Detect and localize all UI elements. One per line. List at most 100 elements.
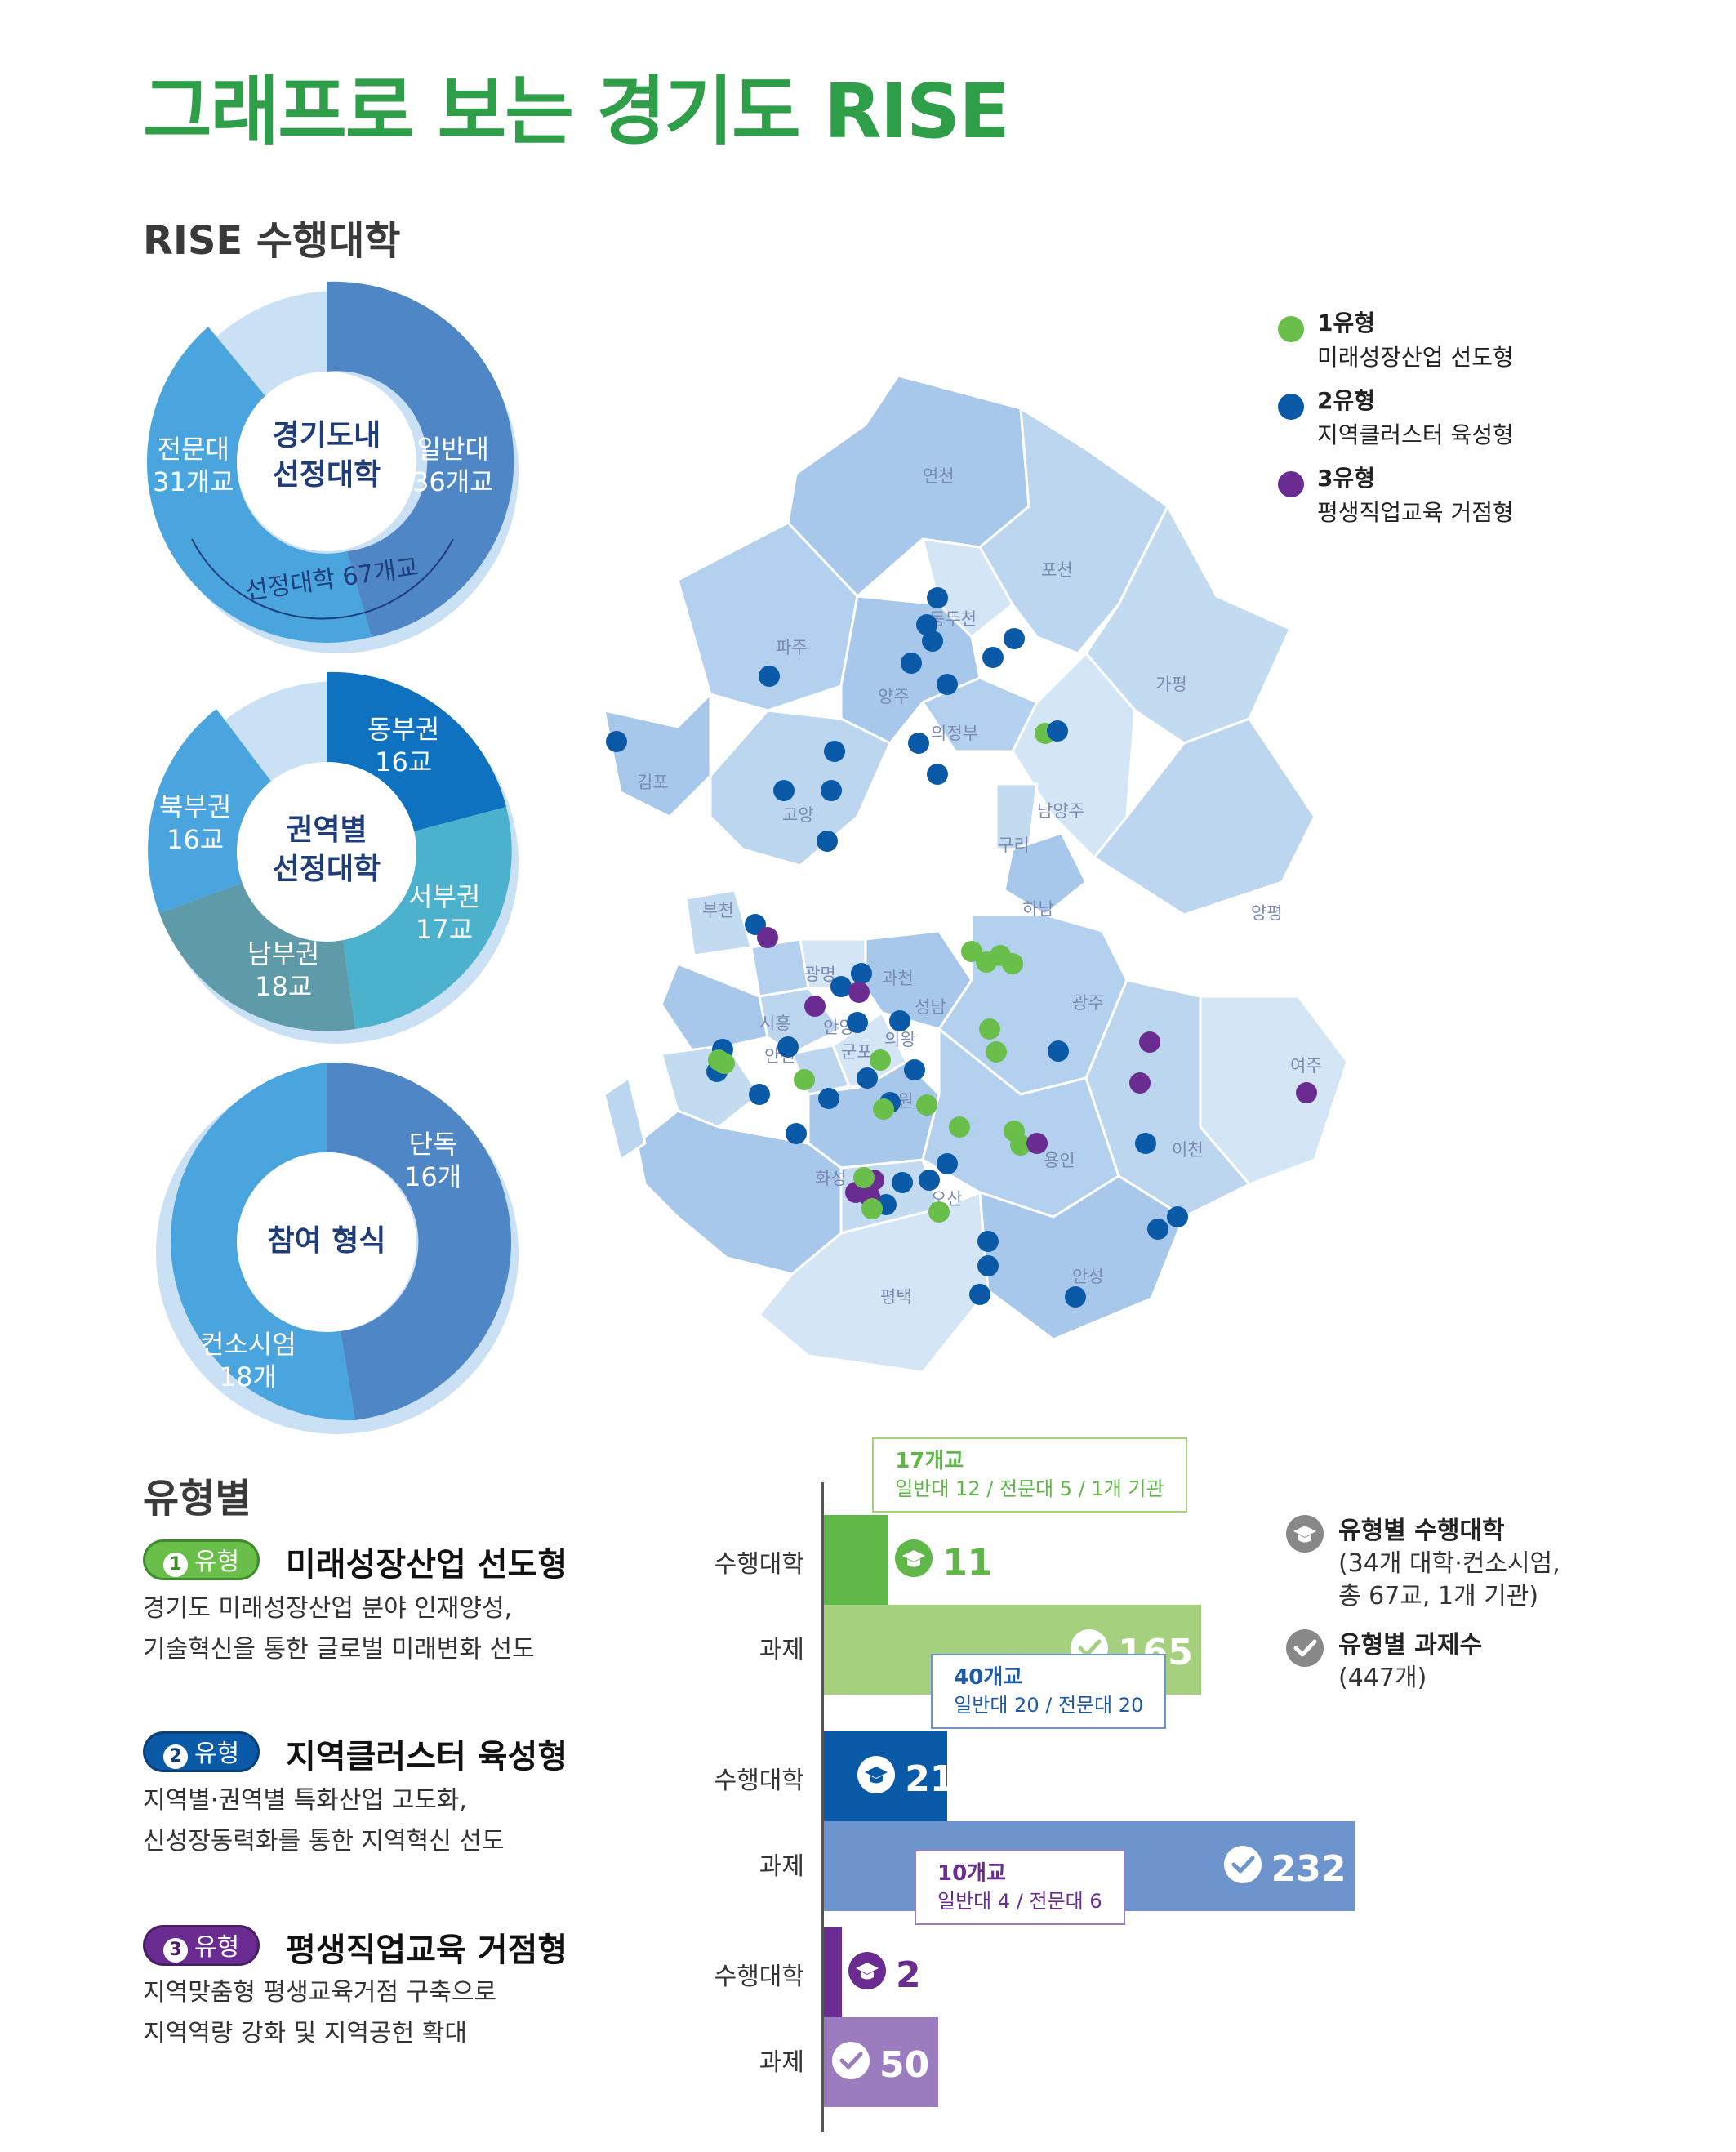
bar-univ-1 bbox=[824, 1515, 889, 1605]
region-island bbox=[603, 1076, 647, 1161]
donut3-label-consortium-count: 18개 bbox=[219, 1361, 277, 1392]
donut3-label-single-count: 16개 bbox=[404, 1161, 462, 1192]
bar-chart-axis bbox=[821, 1482, 824, 2132]
donut-selected-universities: 경기도내 선정대학 일반대 36개교 전문대 31개교 선정대학 67개교 bbox=[143, 278, 519, 653]
university-dot-type1 bbox=[986, 1041, 1007, 1063]
university-dot-type2 bbox=[777, 1036, 799, 1058]
map-label-yangju: 양주 bbox=[878, 687, 910, 706]
donut2-label-east-count: 16교 bbox=[375, 746, 433, 777]
university-dot-type2 bbox=[857, 1067, 878, 1089]
university-dot-type2 bbox=[977, 1231, 999, 1252]
legend-type1-desc: 미래성장산업 선도형 bbox=[1317, 344, 1514, 371]
bar-callout-detail: 일반대 12 / 전문대 5 / 1개 기관 bbox=[895, 1477, 1164, 1500]
map-label-gwangmyeong: 광명 bbox=[804, 965, 836, 984]
map-label-hwaseong: 화성 bbox=[815, 1169, 847, 1188]
map-label-pocheon: 포천 bbox=[1041, 560, 1073, 580]
legend-type1-name: 1유형 bbox=[1317, 310, 1376, 336]
donut2-label-north-name: 북부권 bbox=[159, 791, 232, 822]
legend-type3-name: 3유형 bbox=[1317, 465, 1376, 492]
university-dot-type2 bbox=[824, 741, 845, 762]
type1-title: 미래성장산업 선도형 bbox=[286, 1546, 568, 1584]
map-label-pyeongtaek: 평택 bbox=[880, 1287, 912, 1307]
map-label-siheung: 시흥 bbox=[759, 1014, 791, 1033]
donut1-arc-bracket bbox=[191, 538, 454, 620]
map-legend-type3: 3유형 평생직업교육 거점형 bbox=[1278, 461, 1514, 530]
bar-callout-head: 40개교 bbox=[954, 1665, 1023, 1690]
donut2-label-east: 동부권 16교 bbox=[367, 713, 439, 778]
map-label-namyangju: 남양주 bbox=[1037, 801, 1084, 821]
bar-univ-value-text: 11 bbox=[942, 1542, 993, 1584]
university-dot-type2 bbox=[1047, 720, 1068, 742]
bar-row-label-task: 과제 bbox=[759, 2048, 804, 2077]
bar-univ-value-1: 11 bbox=[895, 1539, 992, 1586]
map-university-dots bbox=[606, 587, 1317, 1308]
university-dot-type2 bbox=[606, 731, 627, 752]
section-heading-universities: RISE 수행대학 bbox=[143, 218, 401, 264]
university-dot-type2 bbox=[916, 614, 937, 635]
donut2-label-south: 남부권 18교 bbox=[247, 938, 319, 1003]
donut2-label-south-name: 남부권 bbox=[247, 938, 320, 969]
donut3-center-line1: 참여 형식 bbox=[267, 1224, 386, 1258]
bar-row-label-univ: 수행대학 bbox=[714, 1767, 804, 1795]
university-dot-type1 bbox=[961, 941, 982, 962]
graduation-cap-icon bbox=[848, 1952, 886, 1998]
bar-task-value-text: 50 bbox=[879, 2044, 930, 2086]
map-label-yeoncheon: 연천 bbox=[923, 466, 955, 486]
type2-desc-line2: 신성장동력화를 통한 지역혁신 선도 bbox=[143, 1827, 505, 1856]
bar-univ-value-2: 21 bbox=[857, 1756, 955, 1802]
type2-desc-line1: 지역별·권역별 특화산업 고도화, bbox=[143, 1786, 467, 1815]
bar-univ-value-text: 21 bbox=[905, 1758, 955, 1800]
map-label-guri: 구리 bbox=[998, 835, 1030, 855]
university-dot-type2 bbox=[892, 1172, 913, 1193]
university-dot-type2 bbox=[922, 630, 943, 652]
type2-desc: 지역별·권역별 특화산업 고도화, 신성장동력화를 통한 지역혁신 선도 bbox=[143, 1780, 505, 1862]
university-dot-type2 bbox=[982, 647, 1004, 668]
map-label-icheon: 이천 bbox=[1172, 1140, 1204, 1160]
donut2-segment-west bbox=[343, 807, 512, 1029]
bar-callout-head: 10개교 bbox=[937, 1861, 1007, 1886]
bar-callout-detail: 일반대 20 / 전문대 20 bbox=[954, 1694, 1144, 1717]
type3-badge-number: 3 bbox=[163, 1938, 188, 1963]
region-gimpo bbox=[603, 693, 712, 818]
type3-desc: 지역맞춤형 평생교육거점 구축으로 지역역량 강화 및 지역공헌 확대 bbox=[143, 1972, 496, 2054]
university-dot-type1 bbox=[1002, 953, 1023, 974]
legend-type3-desc: 평생직업교육 거점형 bbox=[1317, 499, 1514, 526]
map-label-yeoju: 여주 bbox=[1290, 1056, 1322, 1076]
donut1-svg bbox=[146, 281, 519, 653]
donut1-segment-college bbox=[147, 327, 265, 461]
map-region-labels: 연천 포천 동두천 파주 양주 가평 의정부 김포 고양 남양주 구리 하남 양… bbox=[637, 466, 1322, 1307]
type1-desc: 경기도 미래성장산업 분야 인재양성, 기술혁신을 통한 글로벌 미래변화 선도 bbox=[143, 1588, 535, 1670]
bar-legend-task: 유형별 과제수 (447개) bbox=[1286, 1629, 1629, 1695]
university-dot-type2 bbox=[1167, 1206, 1188, 1227]
donut2-label-west-count: 17교 bbox=[416, 914, 474, 945]
university-dot-type1 bbox=[1010, 1134, 1031, 1156]
donut1-segment-college-bottom bbox=[146, 461, 372, 643]
map-label-gwacheon: 과천 bbox=[882, 969, 914, 988]
donut1-center-line2: 선정대학 bbox=[272, 458, 381, 492]
bar-legend: 유형별 수행대학 (34개 대학·컨소시엄, 총 67교, 1개 기관) 유형별… bbox=[1286, 1515, 1629, 1695]
map-legend-type2: 2유형 지역클러스터 육성형 bbox=[1278, 384, 1514, 452]
region-gwangmyeong bbox=[750, 938, 810, 998]
bar-callout-head: 17개교 bbox=[895, 1449, 964, 1473]
type1-badge-label: 유형 bbox=[194, 1548, 240, 1576]
region-hanam bbox=[1003, 831, 1088, 916]
section-heading-types: 유형별 bbox=[143, 1476, 251, 1522]
university-dot-type2 bbox=[1147, 1219, 1168, 1240]
region-anseong bbox=[978, 1174, 1186, 1341]
bar-task-value-text: 232 bbox=[1271, 1848, 1347, 1890]
bar-callout-3: 10개교 일반대 4 / 전문대 6 bbox=[915, 1850, 1125, 1925]
donut2-label-north: 북부권 16교 bbox=[159, 791, 231, 856]
university-dot-type2 bbox=[919, 1170, 940, 1191]
type1-badge: 1 유형 bbox=[143, 1539, 260, 1580]
graduation-cap-icon bbox=[895, 1539, 933, 1586]
donut2-center-label: 권역별 선정대학 bbox=[237, 811, 416, 889]
donut3-segment-single bbox=[327, 1062, 512, 1420]
university-dot-type2 bbox=[904, 1059, 925, 1080]
type1-desc-line2: 기술혁신을 통한 글로벌 미래변화 선도 bbox=[143, 1635, 535, 1664]
region-paju bbox=[676, 521, 859, 712]
donut3-segment-consortium bbox=[170, 1063, 355, 1421]
university-dot-type2 bbox=[937, 1153, 958, 1174]
map-label-uiwang: 의왕 bbox=[884, 1030, 916, 1049]
